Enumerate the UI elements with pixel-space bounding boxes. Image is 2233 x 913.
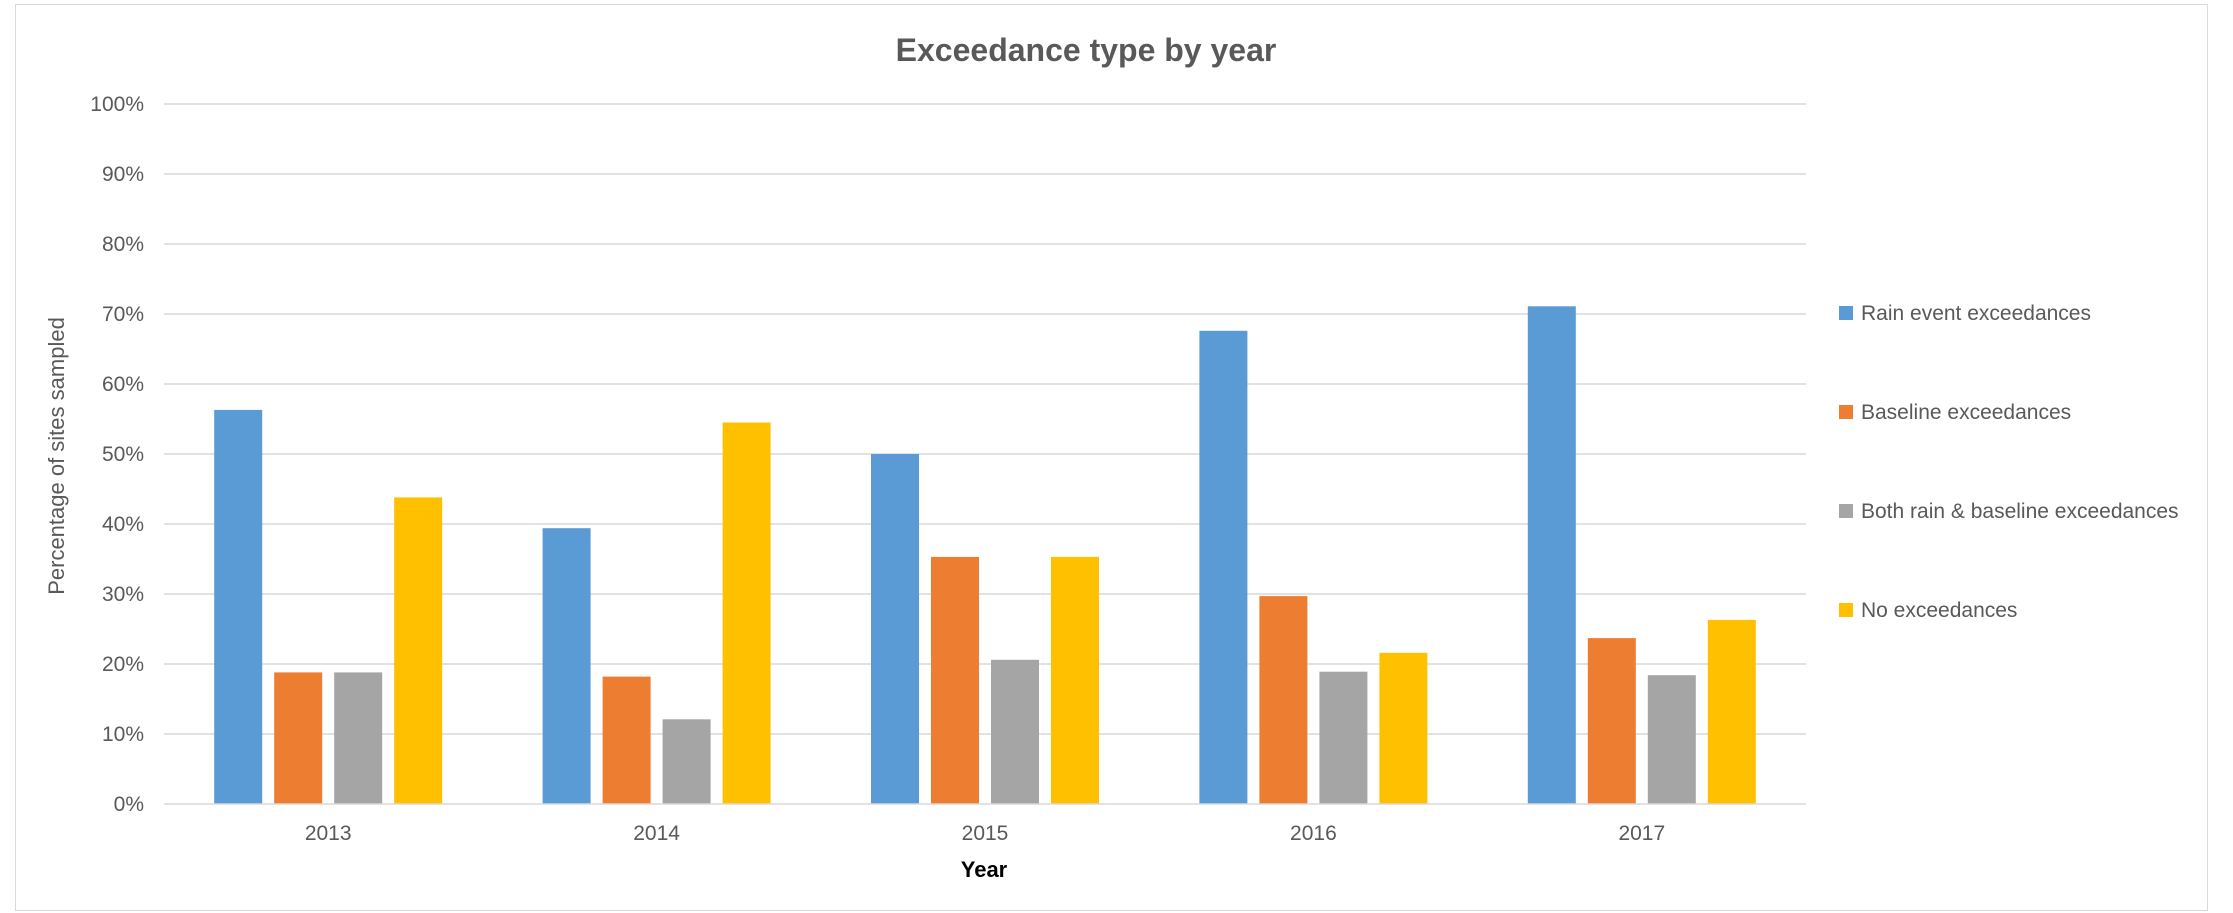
y-tick-label: 90%	[102, 163, 144, 186]
chart-title: Exceedance type by year	[896, 32, 1277, 68]
y-tick-label: 40%	[102, 513, 144, 536]
y-tick-label: 30%	[102, 583, 144, 606]
bar	[214, 409, 263, 804]
x-tick-label: 2016	[1290, 822, 1337, 845]
bar	[1587, 638, 1636, 804]
bar	[871, 454, 919, 804]
chart-frame: Exceedance type by year 0% 10% 20% 30% 40% 50…	[15, 4, 2208, 911]
bar	[542, 528, 591, 804]
legend-swatch	[1839, 405, 1853, 419]
y-tick-label: 50%	[102, 443, 144, 466]
legend-label: Baseline exceedances	[1861, 401, 2071, 424]
x-axis-ticks: 2013 2014 2015 2016 2017	[305, 822, 1665, 845]
bar	[1051, 556, 1099, 804]
bar	[722, 422, 771, 804]
bar	[602, 676, 651, 804]
x-tick-label: 2013	[305, 822, 352, 845]
x-tick-label: 2015	[962, 822, 1009, 845]
y-tick-label: 0%	[114, 793, 144, 816]
legend-label: Rain event exceedances	[1861, 302, 2091, 325]
bar	[931, 556, 979, 804]
bar	[991, 659, 1039, 804]
x-tick-label: 2017	[1618, 822, 1665, 845]
legend-swatch	[1839, 306, 1853, 320]
y-tick-label: 80%	[102, 233, 144, 256]
y-tick-label: 60%	[102, 373, 144, 396]
bar-chart: Exceedance type by year 0% 10% 20% 30% 40% 50…	[44, 32, 2179, 882]
bar	[274, 672, 323, 804]
bar	[1259, 596, 1308, 804]
bar	[1707, 619, 1756, 804]
y-tick-label: 70%	[102, 303, 144, 326]
y-axis-title: Percentage of sites sampled	[44, 317, 69, 595]
legend-swatch	[1839, 603, 1853, 617]
bars	[214, 306, 1756, 804]
bar	[1199, 330, 1248, 804]
bar	[662, 719, 711, 804]
legend: Rain event exceedances Baseline exceedanc…	[1839, 302, 2179, 622]
bar	[1527, 306, 1576, 804]
y-tick-label: 20%	[102, 653, 144, 676]
legend-label: No exceedances	[1861, 599, 2017, 622]
bar	[1319, 671, 1368, 804]
bar	[1647, 675, 1696, 804]
x-axis-title: Year	[961, 857, 1008, 882]
y-axis-ticks: 0% 10% 20% 30% 40% 50% 60% 70% 80% 90% 100%	[90, 93, 144, 816]
y-tick-label: 100%	[90, 93, 144, 116]
y-tick-label: 10%	[102, 723, 144, 746]
x-tick-label: 2014	[633, 822, 680, 845]
bar	[1379, 652, 1428, 804]
legend-swatch	[1839, 504, 1853, 518]
bar	[334, 672, 383, 804]
bar	[394, 497, 443, 804]
legend-label: Both rain & baseline exceedances	[1861, 500, 2179, 523]
